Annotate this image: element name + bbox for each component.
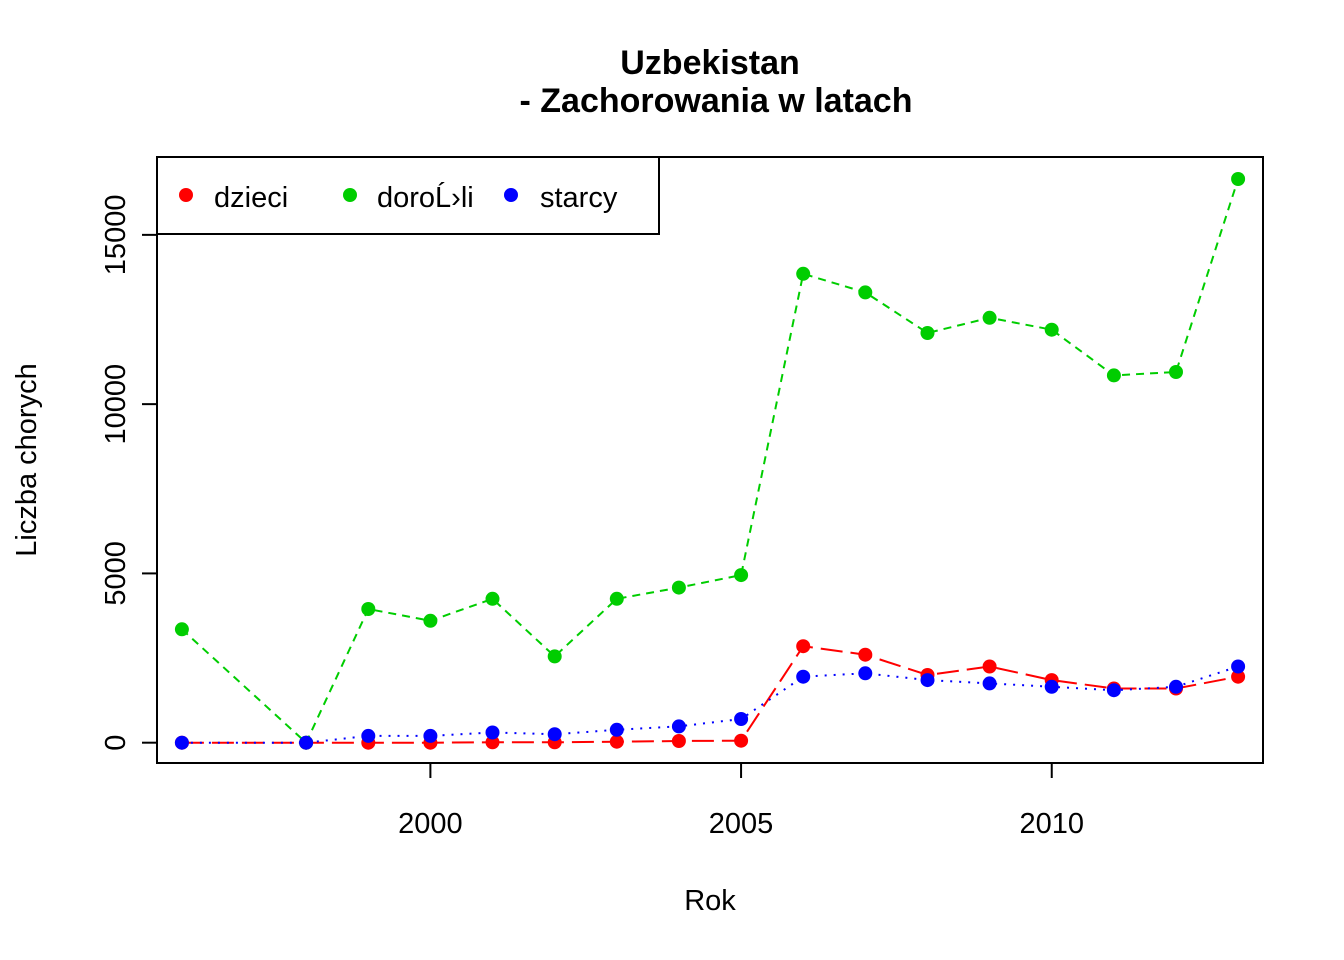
x-tick-label: 2010: [1019, 808, 1084, 840]
data-point-starcy: [734, 712, 749, 726]
legend-marker-doro-li: [343, 188, 357, 202]
series-line-starcy: [181, 665, 1239, 744]
data-point-dzieci: [982, 659, 997, 674]
data-point-doro-li: [485, 591, 500, 606]
series-line-doro-li: [181, 178, 1240, 745]
data-point-starcy: [361, 728, 376, 743]
data-point-doro-li: [920, 326, 935, 340]
data-point-dzieci: [671, 734, 686, 748]
series-doro-li: [174, 172, 1246, 750]
data-point-starcy: [174, 735, 189, 750]
data-point-dzieci: [609, 734, 624, 749]
y-tick-label: 0: [100, 735, 132, 751]
data-point-starcy: [547, 727, 562, 742]
data-point-doro-li: [858, 285, 873, 300]
data-point-dzieci: [734, 733, 749, 748]
legend-marker-dzieci: [179, 188, 193, 202]
data-point-starcy: [671, 719, 686, 734]
legend-label-starcy: starcy: [540, 182, 618, 214]
legend-label-doro-li: doroĹ›li: [377, 181, 474, 214]
data-point-doro-li: [174, 622, 189, 637]
data-point-doro-li: [734, 568, 749, 583]
y-axis-label: Liczba chorych: [11, 363, 43, 556]
plot-frame: [156, 156, 1264, 764]
data-point-dzieci: [858, 647, 873, 662]
data-point-starcy: [423, 728, 438, 743]
data-point-doro-li: [1106, 368, 1121, 383]
data-point-dzieci: [1231, 669, 1246, 684]
data-point-doro-li: [1044, 322, 1059, 337]
chart-title-line2: - Zachorowania w latach: [520, 82, 913, 120]
data-point-doro-li: [361, 602, 376, 616]
x-axis: 2000 2005 2010: [398, 762, 1084, 840]
y-axis: 0 5000 10000 15000: [100, 195, 158, 751]
data-point-doro-li: [547, 649, 562, 664]
data-point-doro-li: [609, 591, 624, 606]
data-point-starcy: [920, 673, 935, 688]
legend-marker-starcy: [504, 188, 518, 202]
data-point-starcy: [1106, 683, 1121, 698]
y-tick-label: 10000: [100, 364, 132, 445]
data-point-doro-li: [1231, 172, 1246, 186]
x-axis-label: Rok: [684, 885, 736, 917]
data-point-doro-li: [1169, 365, 1183, 379]
legend: dzieci doroĹ›li starcy: [156, 156, 660, 235]
legend-label-dzieci: dzieci: [214, 182, 288, 214]
data-point-dzieci: [485, 735, 500, 750]
data-point-doro-li: [982, 310, 997, 325]
data-point-starcy: [982, 676, 997, 691]
y-tick-label: 15000: [100, 195, 132, 276]
data-point-starcy: [858, 666, 873, 681]
data-point-dzieci: [796, 639, 811, 654]
data-point-starcy: [1231, 659, 1246, 674]
x-tick-label: 2000: [398, 808, 463, 840]
x-tick-label: 2005: [709, 808, 774, 840]
chart-title-line1: Uzbekistan: [620, 44, 800, 82]
data-point-starcy: [1044, 679, 1059, 694]
legend-box: [156, 156, 660, 235]
data-point-starcy: [796, 669, 811, 684]
data-point-starcy: [299, 735, 314, 750]
series-starcy: [174, 659, 1246, 750]
data-point-doro-li: [796, 266, 811, 281]
data-point-doro-li: [423, 613, 438, 628]
data-point-starcy: [1169, 679, 1183, 694]
series-dzieci: [174, 639, 1246, 750]
series-layer: [174, 172, 1246, 750]
data-point-doro-li: [671, 580, 686, 595]
series-line-dzieci: [181, 645, 1239, 744]
data-point-starcy: [609, 722, 624, 737]
data-point-starcy: [485, 725, 500, 740]
y-tick-label: 5000: [100, 541, 132, 606]
